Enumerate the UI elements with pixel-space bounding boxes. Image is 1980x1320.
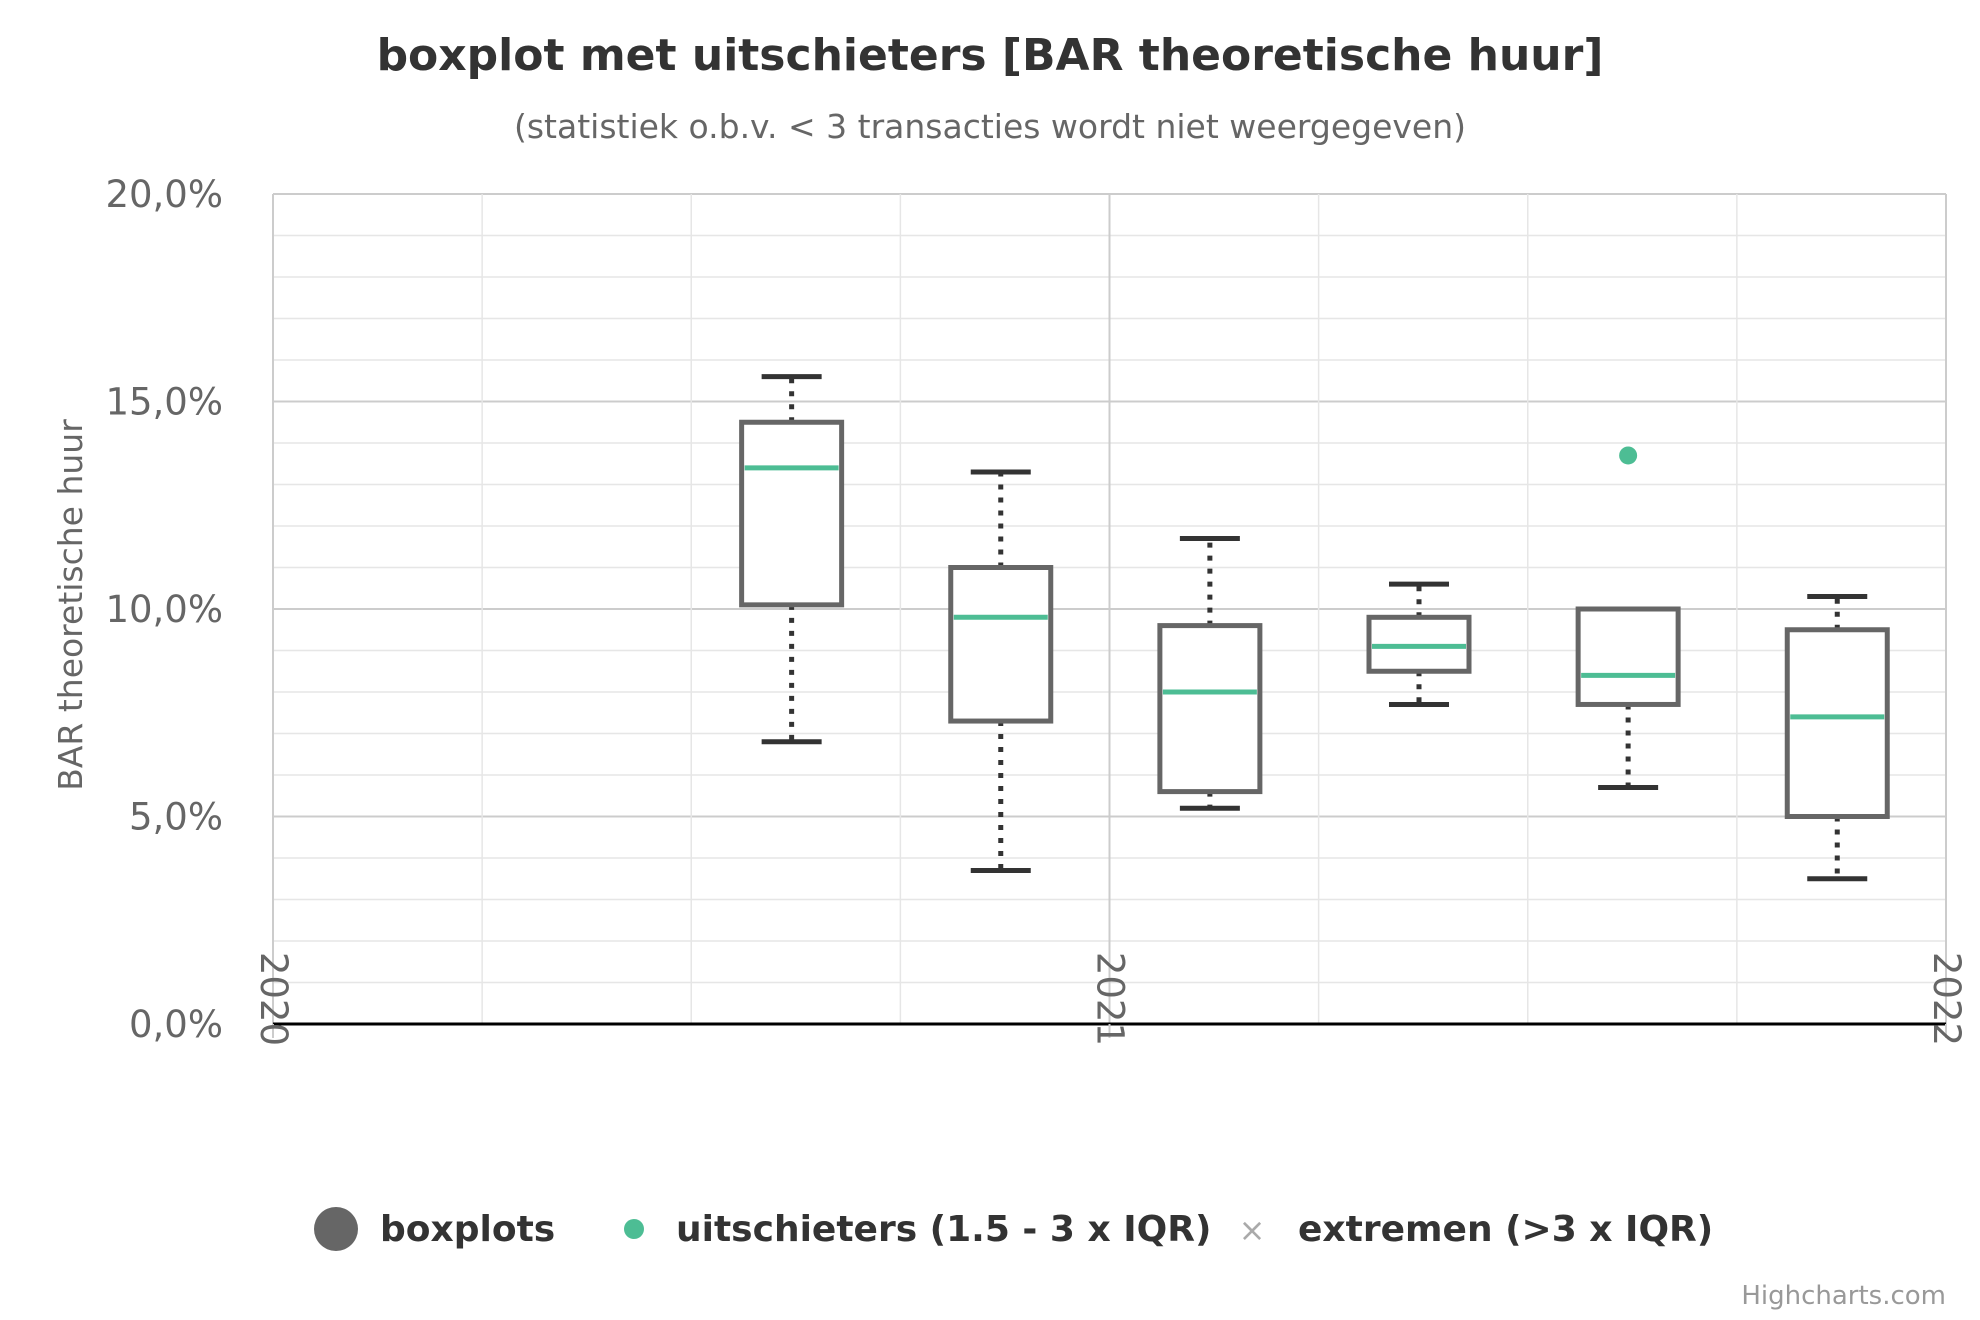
legend-item-boxplots[interactable]: boxplots: [314, 1207, 555, 1251]
boxplot-item: [1575, 606, 1681, 790]
x-tick-label: 2020: [252, 952, 295, 1046]
boxplot-item: [739, 374, 845, 745]
boxplot-item: [1157, 535, 1263, 811]
y-tick-label: 0,0%: [129, 1003, 223, 1046]
chart-subtitle: (statistiek o.b.v. < 3 transacties wordt…: [514, 107, 1466, 146]
credits-link[interactable]: Highcharts.com: [1741, 1281, 1946, 1311]
y-tick-label: 10,0%: [105, 588, 223, 631]
legend-boxplots-label: boxplots: [380, 1209, 555, 1250]
legend-extremes-label: extremen (>3 x IQR): [1298, 1209, 1713, 1250]
boxplot-item: [948, 469, 1054, 873]
boxplot-item: [1366, 581, 1472, 707]
legend: boxplots uitschieters (1.5 - 3 x IQR) × …: [314, 1207, 1713, 1251]
legend-outliers-label: uitschieters (1.5 - 3 x IQR): [676, 1209, 1211, 1250]
box-iqr: [1575, 606, 1681, 707]
box-iqr: [1157, 623, 1263, 795]
legend-boxplots-symbol: [314, 1207, 358, 1251]
legend-extremes-symbol: ×: [1239, 1211, 1266, 1249]
chart-title: boxplot met uitschieters [BAR theoretisc…: [377, 30, 1604, 81]
x-tick-label: 2022: [1925, 952, 1968, 1046]
boxplot-item: [1784, 594, 1890, 882]
y-tick-label: 15,0%: [105, 381, 223, 424]
legend-item-extremes[interactable]: × extremen (>3 x IQR): [1239, 1209, 1714, 1250]
axes: 0,0% 5,0% 10,0% 15,0% 20,0% 2020 2021 2022: [105, 173, 1968, 1046]
x-tick-label: 2021: [1089, 952, 1132, 1046]
box-iqr: [739, 419, 845, 608]
legend-item-outliers[interactable]: uitschieters (1.5 - 3 x IQR): [624, 1209, 1211, 1250]
grid-lines: [272, 193, 1947, 1024]
legend-outliers-symbol: [624, 1219, 644, 1239]
box-iqr: [1784, 627, 1890, 819]
plot-area: [739, 374, 1890, 882]
box-iqr: [948, 565, 1054, 724]
y-tick-label: 20,0%: [105, 173, 223, 216]
outlier-point: [1619, 446, 1638, 465]
y-tick-label: 5,0%: [129, 796, 223, 839]
y-axis-title: BAR theoretische huur: [51, 419, 90, 791]
